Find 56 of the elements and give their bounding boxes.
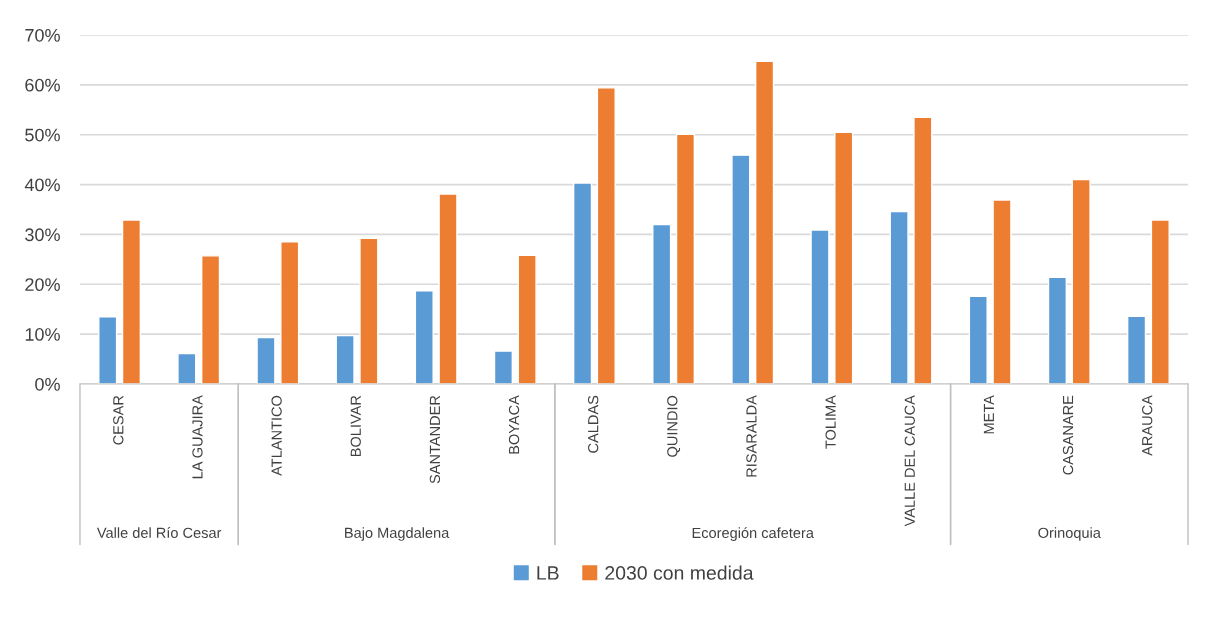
bar: [359, 237, 379, 384]
legend-label: 2030 con medida: [605, 565, 754, 580]
bar: [810, 229, 830, 384]
bar: [1071, 178, 1091, 384]
y-tick-label: 20%: [25, 278, 60, 292]
bar: [438, 193, 458, 384]
bar: [177, 352, 197, 384]
text: Valle del Río Cesar: [96, 527, 222, 538]
y-tick-label: 30%: [25, 228, 60, 242]
bar: [968, 295, 988, 384]
text: Ecoregión cafetera: [692, 527, 814, 541]
bar: [992, 199, 1012, 384]
bar: [200, 255, 221, 384]
bar: [652, 223, 672, 384]
bar: [121, 219, 142, 384]
bar: [280, 241, 300, 384]
x-tick-label: META: [983, 395, 994, 434]
legend-label: LB: [537, 566, 559, 580]
bar: [1047, 276, 1068, 384]
y-tick-label: 50%: [25, 128, 60, 142]
x-tick-label: ATLANTICO: [271, 395, 282, 476]
x-tick-label: BOYACA: [508, 395, 520, 454]
x-tick-label: CASANARE: [1062, 395, 1074, 475]
bar: [675, 133, 696, 384]
bar: [834, 131, 854, 384]
y-tick-label: 70%: [25, 28, 60, 42]
bar: [414, 290, 434, 384]
bar: [1150, 219, 1170, 384]
bar: [256, 336, 276, 384]
bar: [98, 315, 118, 384]
bar: [731, 154, 751, 384]
y-tick-label: 10%: [25, 328, 60, 341]
x-tick-label: CESAR: [113, 395, 124, 445]
bar: [596, 87, 616, 384]
text: Orinoquia: [1038, 527, 1101, 541]
x-tick-label: CALDAS: [588, 395, 599, 453]
bar: [913, 116, 933, 384]
x-tick-label: BOLIVAR: [350, 395, 361, 457]
y-tick-label: 40%: [24, 178, 60, 192]
x-tick-label: RISARALDA: [746, 395, 757, 477]
x-tick-label: ARAUCA: [1142, 395, 1153, 456]
bar: [889, 210, 909, 384]
x-tick-label: SANTANDER: [429, 395, 441, 484]
x-tick-label: VALLE DEL CAUCA: [904, 395, 915, 527]
bar: [493, 350, 514, 384]
bar: [517, 254, 537, 384]
y-tick-label: 60%: [25, 78, 60, 92]
bar: [754, 60, 775, 384]
x-tick-label: QUINDIO: [667, 395, 681, 457]
y-tick-label: 0%: [35, 377, 60, 391]
x-tick-label: LA GUAJIRA: [192, 395, 203, 479]
bar: [335, 334, 355, 384]
text: Bajo Magdalena: [345, 527, 450, 541]
bar: [1126, 315, 1147, 384]
bar: [572, 182, 593, 384]
x-tick-label: TOLIMA: [825, 395, 836, 449]
